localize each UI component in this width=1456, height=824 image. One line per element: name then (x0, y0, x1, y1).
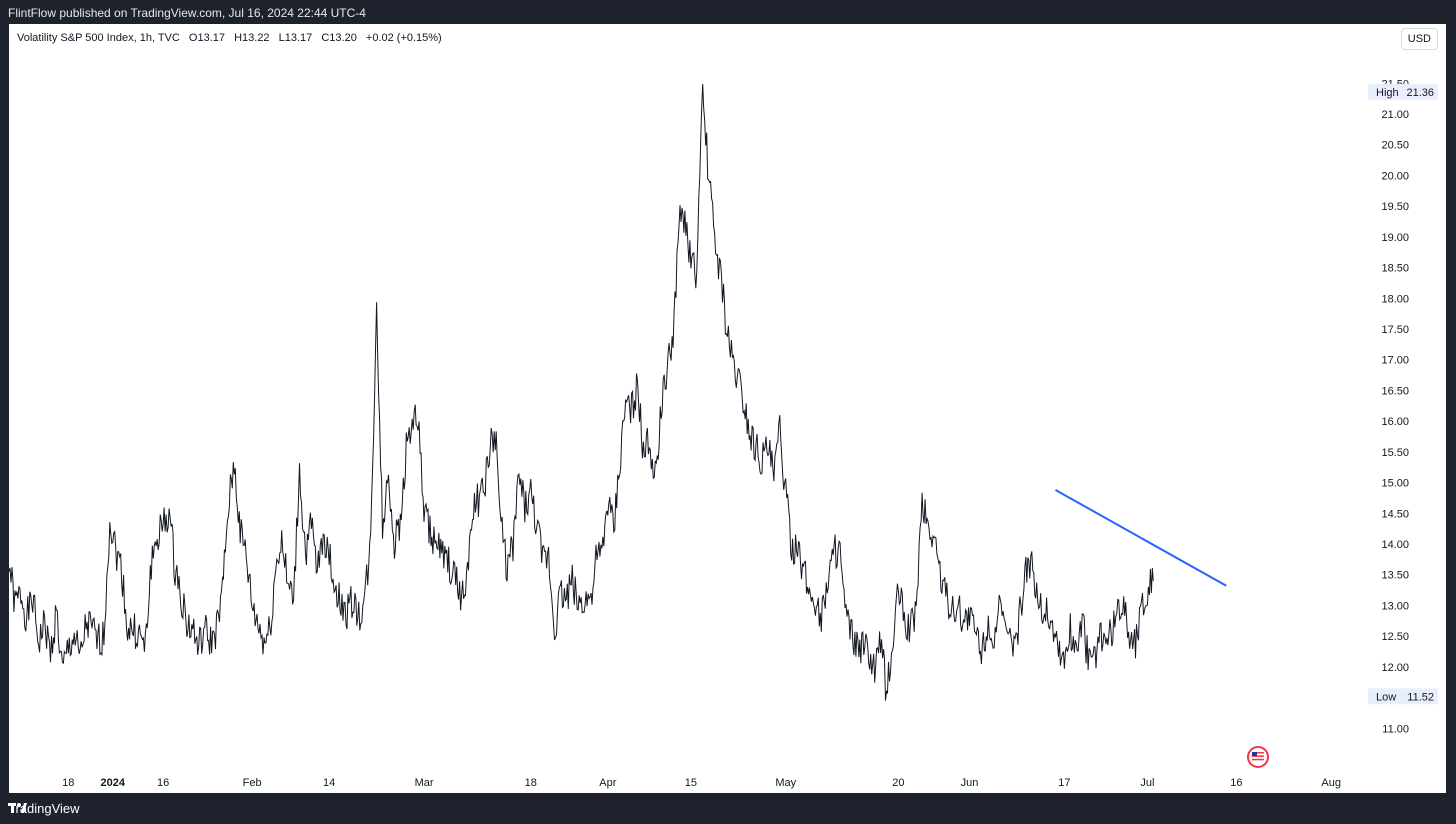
symbol-legend: Volatility S&P 500 Index, 1h, TVC O13.17… (17, 32, 448, 44)
y-tick-label: 14.50 (1381, 508, 1409, 520)
trendline[interactable] (1055, 489, 1227, 587)
legend-change: +0.02 (+0.15%) (365, 32, 442, 44)
y-tick-label: 13.50 (1381, 570, 1409, 582)
legend-open: O13.17 (188, 32, 226, 44)
publish-header: FlintFlow published on TradingView.com, … (0, 0, 1456, 24)
price-chart[interactable]: 21.5021.0020.5020.0019.5019.0018.5018.00… (9, 24, 1446, 793)
x-tick-label: 17 (1058, 777, 1070, 789)
y-tick-label: 11.00 (1382, 723, 1409, 735)
currency-button[interactable]: USD (1400, 28, 1438, 50)
y-tick-label: 12.00 (1381, 662, 1409, 674)
y-tick-label: 15.50 (1381, 447, 1409, 459)
high-value: 21.36 (1406, 87, 1434, 99)
y-tick-label: 15.00 (1381, 478, 1409, 490)
x-tick-label: Jun (961, 777, 979, 789)
x-tick-label: 15 (685, 777, 697, 789)
x-tick-label: 20 (892, 777, 904, 789)
price-series-line (9, 83, 1154, 701)
tradingview-brand[interactable]: TradingView (8, 801, 80, 816)
x-tick-label: 2024 (101, 777, 126, 789)
low-badge (1368, 688, 1438, 705)
x-tick-label: 16 (1230, 777, 1242, 789)
low-value: 11.52 (1407, 691, 1434, 703)
y-tick-label: 16.00 (1381, 416, 1409, 428)
legend-high: H13.22 (234, 32, 270, 44)
x-tick-label: 16 (157, 777, 169, 789)
y-tick-label: 20.50 (1381, 140, 1409, 152)
y-tick-label: 19.50 (1381, 201, 1409, 213)
x-tick-label: Aug (1321, 777, 1341, 789)
x-tick-label: 18 (62, 777, 74, 789)
legend-symbol: Volatility S&P 500 Index, 1h, TVC (17, 32, 180, 44)
x-tick-label: Mar (415, 777, 434, 789)
us-flag-icon[interactable] (1247, 746, 1269, 768)
y-tick-label: 21.00 (1381, 109, 1409, 121)
tradingview-logo-icon (8, 803, 27, 813)
x-tick-label: 14 (323, 777, 335, 789)
x-tick-label: 18 (525, 777, 537, 789)
y-tick-label: 16.50 (1381, 385, 1409, 397)
y-tick-label: 18.50 (1381, 263, 1409, 275)
y-tick-label: 17.00 (1381, 355, 1409, 367)
y-tick-label: 14.00 (1381, 539, 1409, 551)
y-tick-label: 13.00 (1381, 600, 1409, 612)
y-tick-label: 18.00 (1381, 293, 1409, 305)
x-tick-label: Feb (243, 777, 262, 789)
high-badge (1368, 83, 1438, 100)
y-tick-label: 19.00 (1381, 232, 1409, 244)
x-tick-label: Apr (599, 777, 616, 789)
x-tick-label: Jul (1140, 777, 1154, 789)
legend-low: L13.17 (278, 32, 313, 44)
y-tick-label: 17.50 (1381, 324, 1409, 336)
low-label: Low (1376, 691, 1396, 703)
x-tick-label: May (775, 777, 796, 789)
y-tick-label: 20.00 (1381, 170, 1409, 182)
footer-bar: TradingView (0, 793, 1456, 824)
chart-panel[interactable]: Volatility S&P 500 Index, 1h, TVC O13.17… (9, 24, 1446, 793)
publish-text: FlintFlow published on TradingView.com, … (8, 6, 366, 20)
y-tick-label: 12.50 (1381, 631, 1409, 643)
high-label: High (1376, 87, 1399, 99)
legend-close: C13.20 (321, 32, 357, 44)
